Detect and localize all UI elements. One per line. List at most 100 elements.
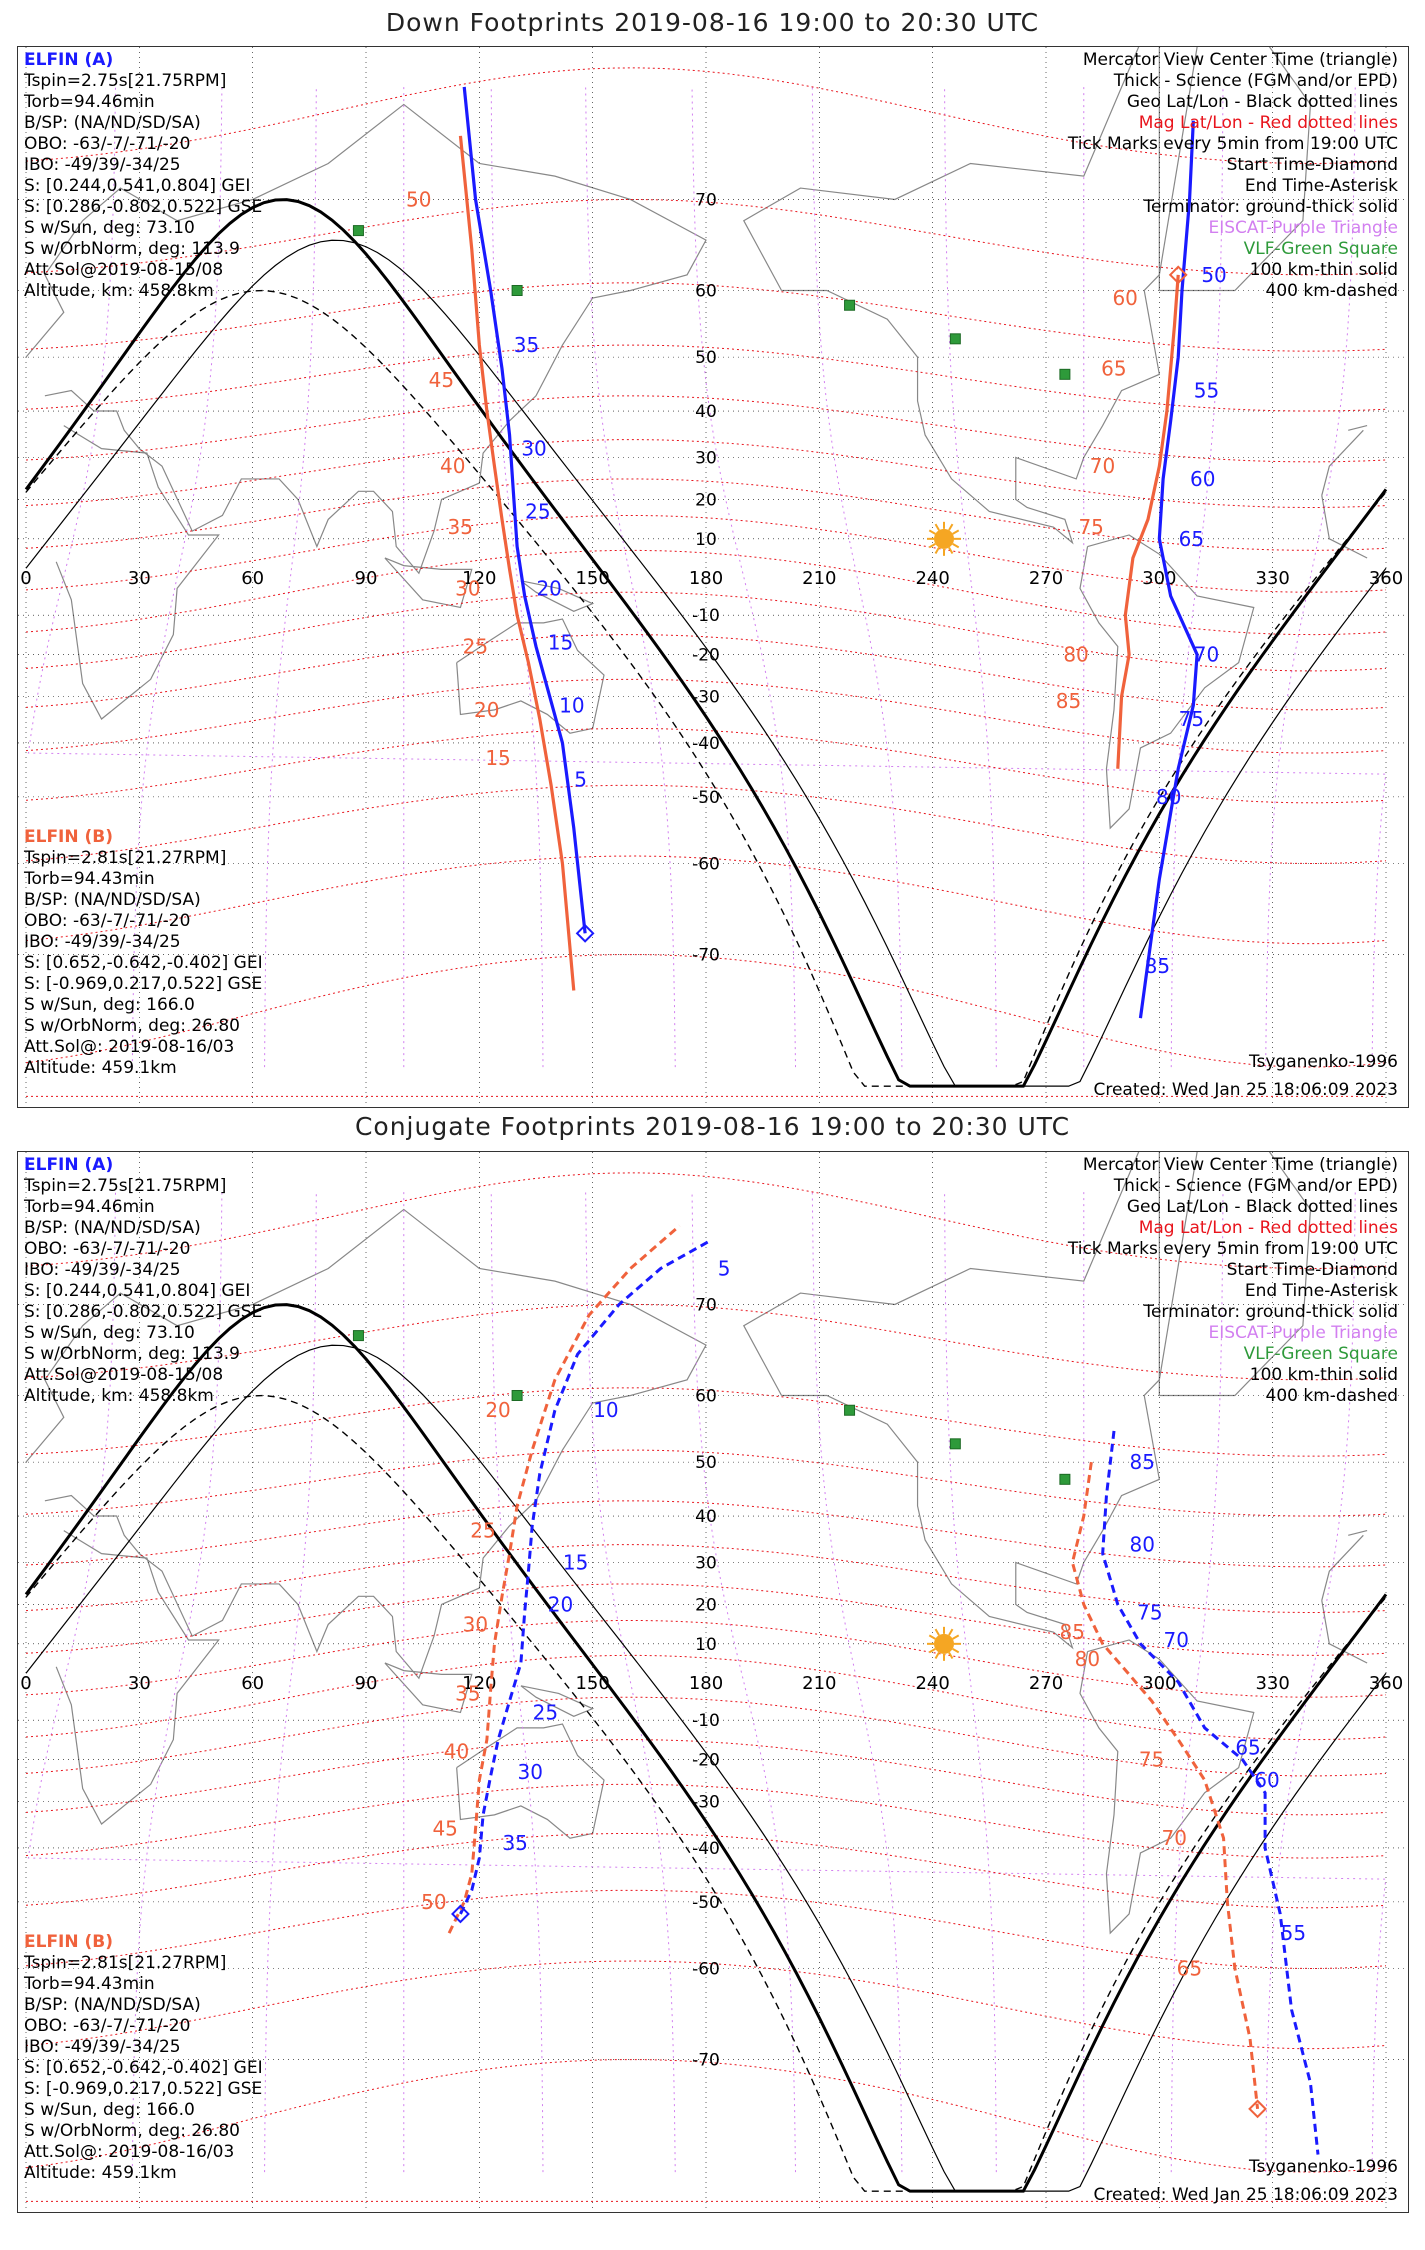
legend-entry: 400 km-dashed <box>1266 1386 1398 1406</box>
mag-meridian <box>490 86 544 1068</box>
vlf-site-marker <box>1059 368 1071 380</box>
lat-tick-label: 50 <box>695 348 717 368</box>
vlf-site-marker <box>511 1389 523 1401</box>
elfin-b-info-line: OBO: -63/-7/-71/-20 <box>24 2016 190 2036</box>
tick-label-elfin-a: 80 <box>1130 1533 1155 1557</box>
coastline-4-0 <box>1079 534 1255 830</box>
elfin-a-info-line: S w/OrbNorm, deg: 113.9 <box>24 239 240 259</box>
mag-meridian <box>585 86 676 1068</box>
panel-title-down: Down Footprints 2019-08-16 19:00 to 20:3… <box>385 8 1040 37</box>
tick-label-elfin-b: 15 <box>485 746 510 770</box>
elfin-a-info-line: IBO: -49/39/-34/25 <box>24 155 181 175</box>
track-elfin-a-seg-0 <box>462 86 587 934</box>
elfin-a-info-line: Tspin=2.75s[21.75RPM] <box>23 1176 226 1196</box>
lon-tick-label: 30 <box>128 568 151 589</box>
tick-label-elfin-a: 75 <box>1179 707 1204 731</box>
vlf-site-marker <box>949 333 961 345</box>
tick-label-elfin-b: 75 <box>1139 1748 1164 1772</box>
elfin-b-info-line: Att.Sol@: 2019-08-16/03 <box>24 1037 234 1057</box>
vlf-site-marker <box>352 225 364 237</box>
terminator-400km <box>25 1394 1387 2192</box>
tick-label-elfin-b: 40 <box>444 1739 469 1763</box>
tick-label-elfin-a: 35 <box>514 333 539 357</box>
tick-label-elfin-a: 15 <box>563 1550 588 1574</box>
tick-label-elfin-b: 30 <box>463 1612 488 1636</box>
tick-label-elfin-b: 85 <box>1056 689 1081 713</box>
tick-label-elfin-a: 15 <box>548 631 573 655</box>
coastline-0-1 <box>25 103 707 575</box>
elfin-b-info-line: S w/OrbNorm, deg: 26.80 <box>24 1016 240 1036</box>
lat-tick-label: 70 <box>695 1295 717 1315</box>
lon-tick-label: 330 <box>1255 1673 1289 1694</box>
terminator-400km <box>25 289 1387 1087</box>
elfin-a-info-line: S: [0.286,-0.802,0.522] GSE <box>24 1302 262 1322</box>
sun-ray <box>952 1634 960 1640</box>
lat-tick-label: 40 <box>695 402 717 422</box>
tick-label-elfin-a: 10 <box>559 693 584 717</box>
coastline-3-0 <box>742 47 1198 545</box>
sun-ray <box>934 1651 940 1660</box>
legend-entry: Tick Marks every 5min from 19:00 UTC <box>1067 1239 1398 1259</box>
lon-tick-label: 0 <box>20 1673 31 1694</box>
terminator-ground <box>24 1303 1388 2193</box>
tick-label-elfin-a: 5 <box>574 768 587 792</box>
legend-entry: Start Time-Diamond <box>1227 1260 1398 1280</box>
elfin-b-info-line: Altitude: 459.1km <box>24 2163 177 2183</box>
tick-label-elfin-a: 75 <box>1137 1601 1162 1625</box>
elfin-b-info-line: Torb=94.43min <box>23 869 155 889</box>
mag-meridian <box>264 86 317 1068</box>
lat-tick-label: -50 <box>692 1893 720 1913</box>
lon-tick-label: 90 <box>355 568 378 589</box>
sun-ray <box>952 542 960 549</box>
elfin-b-info-line: S w/Sun, deg: 166.0 <box>24 2100 195 2120</box>
start-diamond-elfin-a <box>575 923 595 943</box>
created-label: Created: Wed Jan 25 18:06:09 2023 <box>1093 1080 1398 1100</box>
mag-parallel <box>25 1303 1387 1381</box>
tick-label-elfin-b: 45 <box>432 1817 457 1841</box>
track-elfin-a-seg-0 <box>459 1239 711 1915</box>
track-elfin-b-seg-1 <box>1116 274 1180 769</box>
lat-tick-label: 20 <box>695 1595 717 1615</box>
elfin-b-info-line: Torb=94.43min <box>23 1974 155 1994</box>
lon-tick-label: 240 <box>915 568 949 589</box>
tick-label-elfin-b: 30 <box>455 576 480 600</box>
coastline-0-2 <box>1348 425 1368 431</box>
tick-label-elfin-b: 60 <box>1112 286 1137 310</box>
elfin-b-info-line: Tspin=2.81s[21.27RPM] <box>23 1953 226 1973</box>
mag-parallel <box>25 198 1387 276</box>
coastline-6-0 <box>384 1662 473 1714</box>
panel-title-conjugate: Conjugate Footprints 2019-08-16 19:00 to… <box>354 1112 1071 1141</box>
tick-label-elfin-a: 25 <box>525 499 550 523</box>
lat-tick-label: -20 <box>692 1751 720 1771</box>
track-elfin-b-seg-0 <box>447 1224 681 1934</box>
mag-parallel <box>25 855 1387 945</box>
elfin-a-info-line: Torb=94.46min <box>23 92 155 112</box>
lon-tick-label: 360 <box>1369 568 1403 589</box>
lon-tick-label: 150 <box>575 1673 609 1694</box>
lon-tick-label: 270 <box>1029 1673 1063 1694</box>
lat-tick-label: -60 <box>692 855 720 875</box>
elfin-a-info-line: S: [0.244,0.541,0.804] GEI <box>24 1281 250 1301</box>
lon-tick-label: 210 <box>802 568 836 589</box>
tick-label-elfin-a: 60 <box>1190 467 1215 491</box>
elfin-a-info-line: Altitude, km: 458.8km <box>24 1386 214 1406</box>
lon-tick-label: 240 <box>915 1673 949 1694</box>
lon-tick-label: 90 <box>355 1673 378 1694</box>
coastline-0-1 <box>25 1208 707 1680</box>
elfin-b-info-line: S w/Sun, deg: 166.0 <box>24 995 195 1015</box>
mag-parallel <box>25 282 1387 352</box>
lat-tick-label: 20 <box>695 490 717 510</box>
lat-tick-label: -70 <box>692 946 720 966</box>
coastline-2-0 <box>456 1723 605 1839</box>
vlf-site-marker <box>1059 1473 1071 1485</box>
tick-label-elfin-a: 60 <box>1254 1768 1279 1792</box>
track-elfin-b-seg-1 <box>1070 1461 1260 2110</box>
elfin-a-info-line: B/SP: (NA/ND/SD/SA) <box>24 113 201 133</box>
footprint-map-down: 0 30 60 90 120 150 180 210 240 270 300 330 360 70 60 50… <box>17 46 1409 1108</box>
elfin-b-info-line: S: [-0.969,0.217,0.522] GSE <box>24 974 262 994</box>
elfin-a-label: ELFIN (A) <box>24 1155 113 1175</box>
elfin-b-info-line: Tspin=2.81s[21.27RPM] <box>23 848 226 868</box>
mag-meridian <box>131 86 223 1068</box>
tick-label-elfin-a: 65 <box>1235 1736 1260 1760</box>
coastline-1-0 <box>1321 429 1364 496</box>
